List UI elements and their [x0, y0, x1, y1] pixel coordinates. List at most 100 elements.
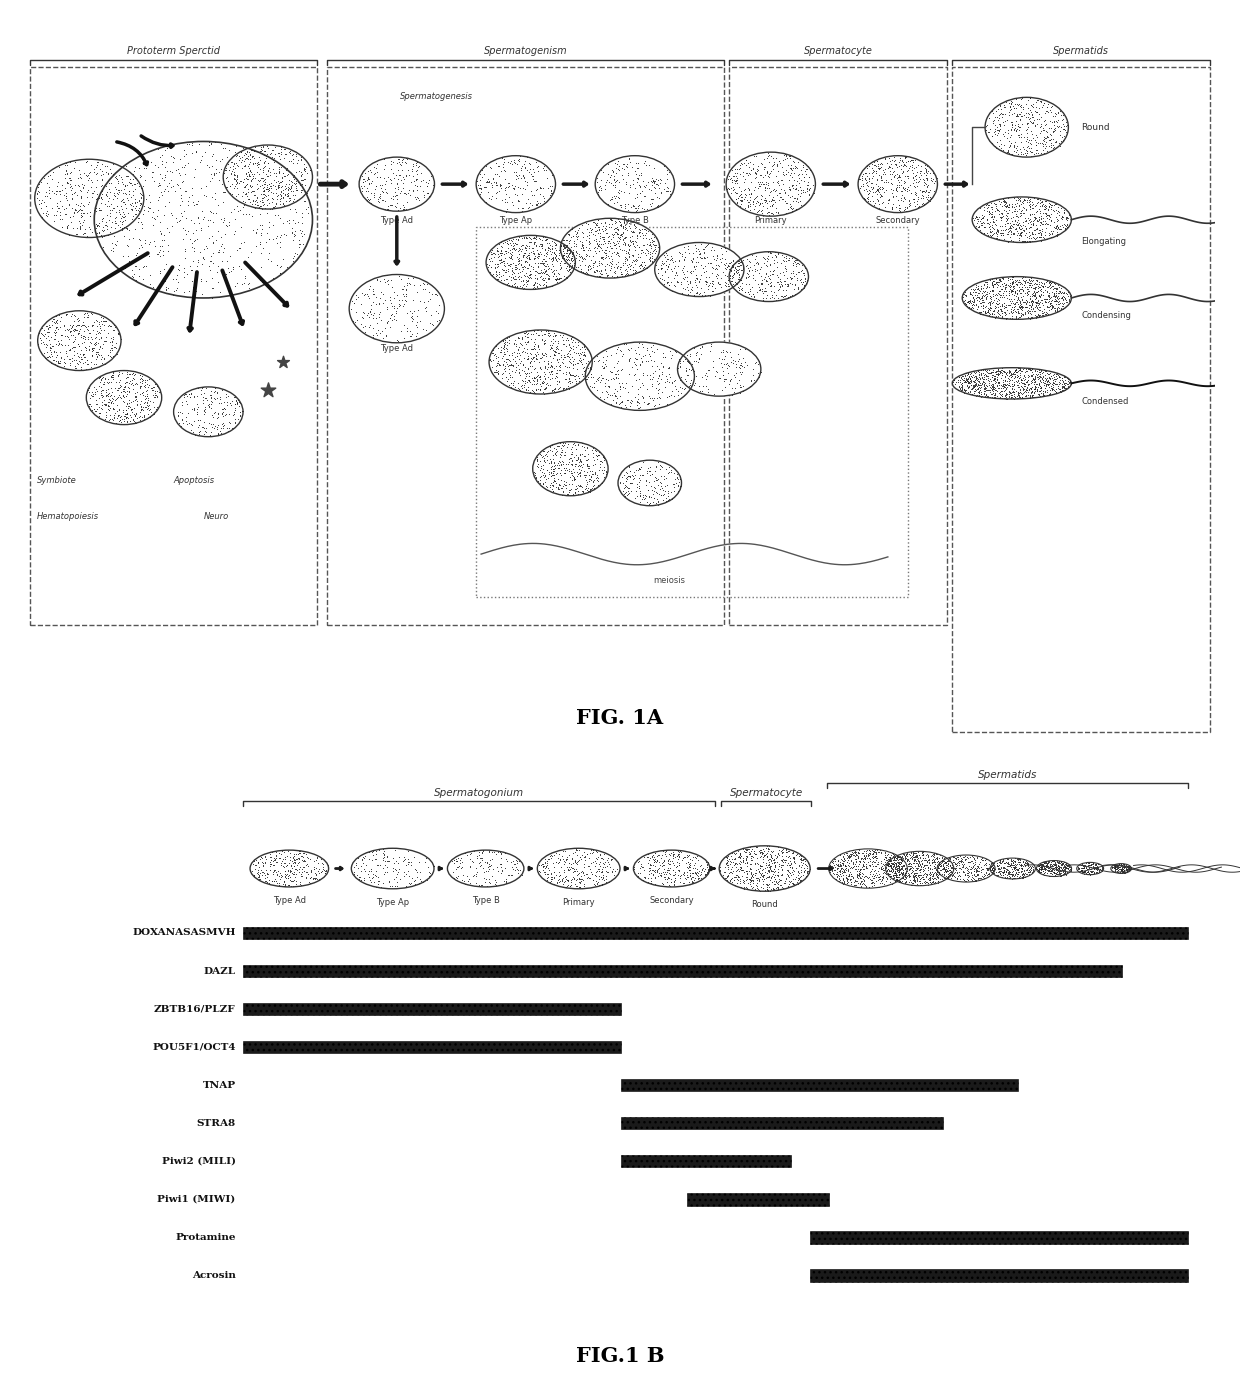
Point: [553, 377, 573, 399]
Point: [724, 364, 744, 386]
Point: [629, 167, 649, 190]
Point: [1053, 858, 1073, 880]
Point: [526, 170, 546, 193]
Point: [739, 262, 759, 285]
Point: [580, 480, 600, 502]
Point: [983, 857, 1003, 879]
Point: [74, 162, 94, 184]
Point: [593, 866, 613, 889]
Point: [533, 473, 553, 495]
Point: [536, 342, 556, 364]
Point: [913, 844, 932, 866]
Point: [637, 378, 657, 400]
Point: [841, 844, 861, 866]
Point: [854, 851, 874, 873]
Point: [505, 852, 525, 875]
Point: [1037, 120, 1056, 142]
Point: [237, 183, 257, 205]
Point: [1028, 209, 1048, 232]
Point: [776, 868, 796, 890]
Point: [986, 135, 1006, 158]
Point: [91, 371, 110, 393]
Point: [542, 237, 562, 259]
Point: [374, 158, 394, 180]
Point: [83, 336, 103, 359]
Ellipse shape: [489, 331, 593, 393]
Point: [779, 286, 799, 308]
Point: [929, 855, 949, 877]
Point: [672, 847, 692, 869]
Point: [378, 194, 398, 216]
Point: [1029, 98, 1049, 120]
Point: [856, 847, 875, 869]
Point: [487, 268, 507, 290]
Point: [62, 350, 82, 372]
Point: [625, 385, 645, 407]
Point: [87, 345, 107, 367]
Point: [724, 869, 744, 891]
Point: [739, 258, 759, 280]
Point: [1018, 854, 1038, 876]
Point: [782, 266, 802, 289]
Point: [495, 188, 515, 211]
Point: [47, 343, 67, 365]
Point: [981, 859, 1001, 882]
Point: [729, 356, 749, 378]
Point: [1008, 381, 1028, 403]
Point: [963, 377, 983, 399]
Point: [999, 866, 1019, 889]
Point: [616, 470, 636, 492]
Point: [1038, 271, 1058, 293]
Point: [381, 187, 401, 209]
Point: [1014, 197, 1034, 219]
Point: [1022, 384, 1042, 406]
Point: [308, 845, 327, 868]
Point: [905, 844, 925, 866]
Point: [1012, 289, 1032, 311]
Point: [759, 866, 779, 889]
Point: [534, 350, 554, 372]
Point: [27, 180, 47, 202]
Point: [186, 280, 206, 303]
Point: [952, 371, 972, 393]
Point: [497, 198, 517, 220]
Point: [983, 300, 1003, 322]
Point: [296, 866, 316, 889]
Point: [698, 233, 718, 255]
Point: [574, 460, 594, 483]
Point: [764, 870, 784, 893]
Point: [853, 845, 873, 868]
Point: [229, 255, 249, 278]
Point: [1053, 286, 1073, 308]
Point: [761, 844, 781, 866]
Point: [666, 467, 686, 490]
Point: [533, 273, 553, 296]
Point: [548, 268, 568, 290]
Point: [1040, 271, 1060, 293]
Point: [528, 273, 548, 296]
Point: [897, 845, 916, 868]
Point: [1073, 855, 1092, 877]
Point: [1003, 265, 1023, 287]
Point: [905, 845, 925, 868]
Point: [562, 254, 582, 276]
Point: [1007, 868, 1027, 890]
Point: [990, 268, 1009, 290]
Point: [985, 193, 1004, 215]
Point: [372, 329, 392, 352]
Point: [615, 233, 635, 255]
Point: [758, 165, 777, 187]
Point: [103, 386, 123, 409]
Point: [277, 159, 296, 181]
Point: [997, 208, 1017, 230]
Point: [1038, 852, 1058, 875]
Point: [92, 169, 112, 191]
Point: [758, 247, 777, 269]
Point: [368, 873, 388, 896]
Point: [51, 306, 71, 328]
Point: [556, 850, 575, 872]
Point: [1004, 360, 1024, 382]
Point: [916, 844, 936, 866]
Point: [95, 353, 115, 375]
Point: [126, 195, 146, 218]
